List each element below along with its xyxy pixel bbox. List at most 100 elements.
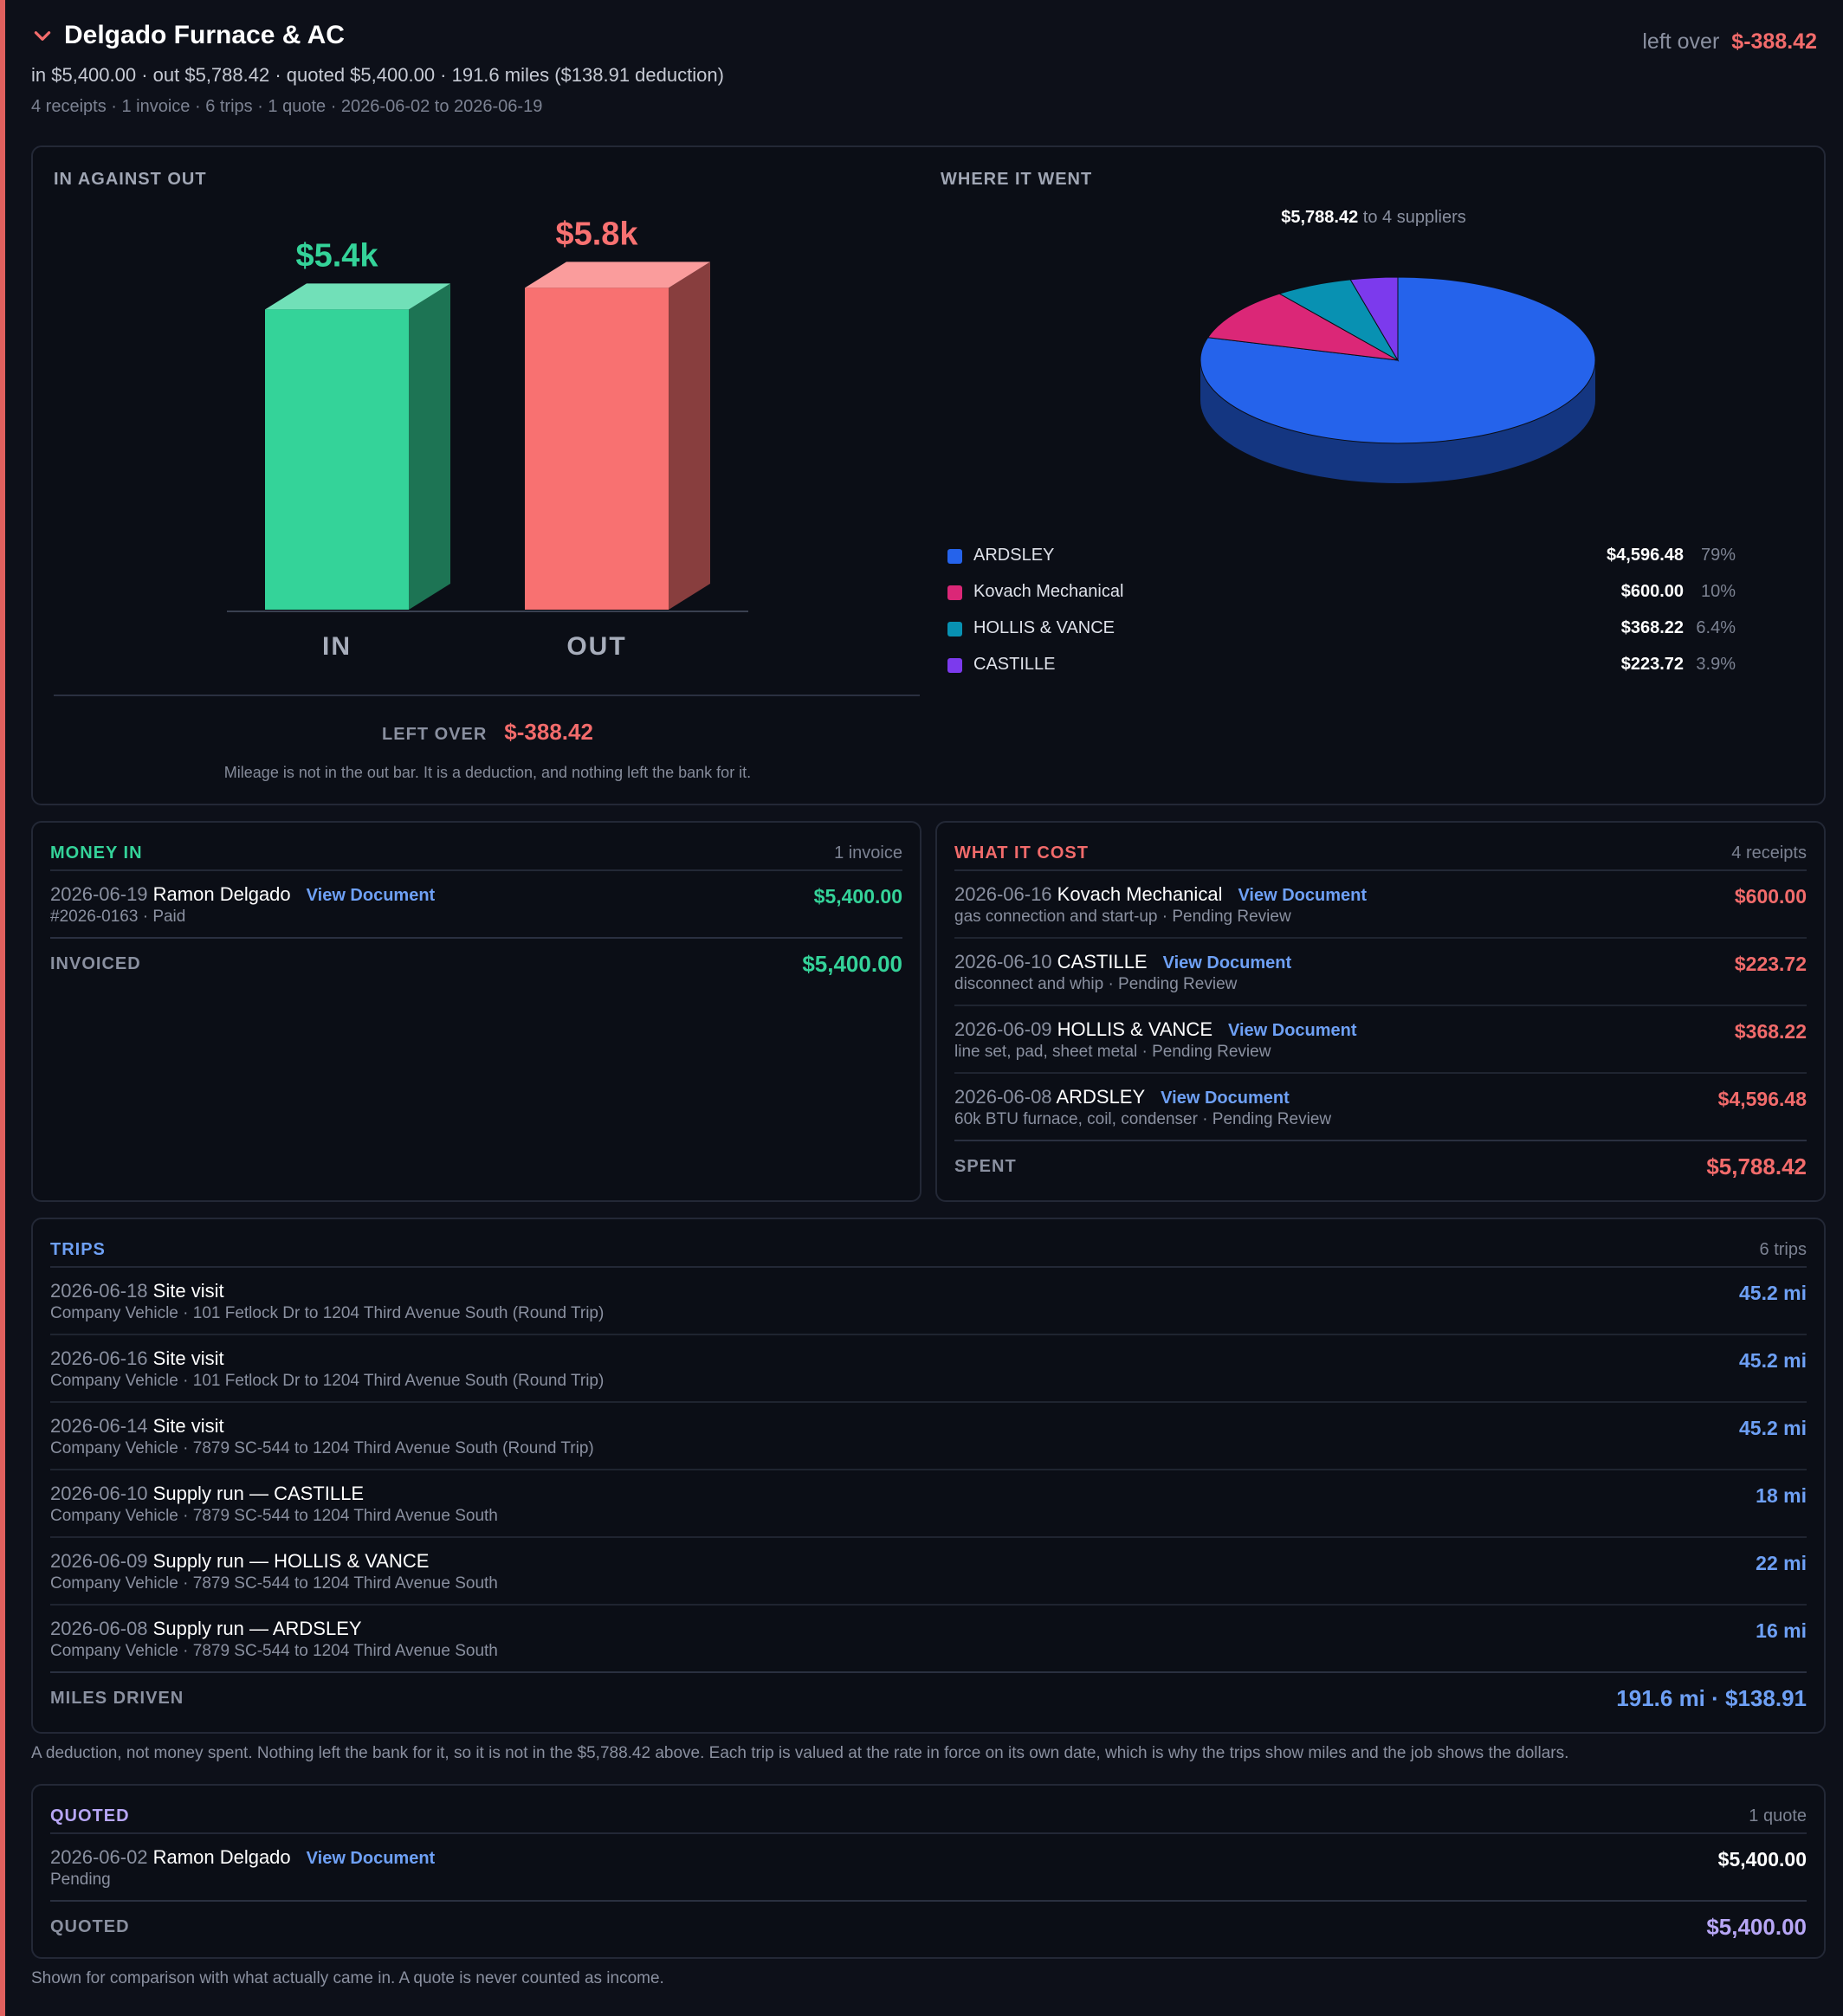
- trip-miles: 16 mi: [1756, 1619, 1807, 1642]
- left-over-label: left over: [1642, 29, 1720, 54]
- legend-item: HOLLIS & VANCE $368.22 6.4%: [947, 617, 1796, 653]
- view-document-link[interactable]: View Document: [306, 886, 436, 905]
- legend-item: ARDSLEY $4,596.48 79%: [947, 544, 1796, 580]
- legend-amount: $223.72: [1620, 655, 1684, 674]
- view-document-link[interactable]: View Document: [1162, 953, 1292, 972]
- row-name: ARDSLEY: [1056, 1086, 1146, 1108]
- row-date: 2026-06-02: [50, 1846, 148, 1868]
- trip-list: 2026-06-18 Site visit Company Vehicle · 1…: [50, 1268, 1807, 1671]
- job-header: Delgado Furnace & AC left over $-388.42 i…: [31, 21, 1817, 117]
- row-amount: $5,400.00: [813, 885, 902, 908]
- view-document-link[interactable]: View Document: [306, 1849, 436, 1868]
- pie-slice-side: [1200, 360, 1595, 483]
- trip-row: 2026-06-18 Site visit Company Vehicle · 1…: [50, 1268, 1807, 1334]
- bar-value-label: $5.8k: [555, 216, 638, 252]
- legend-label: ARDSLEY: [973, 546, 1055, 565]
- left-over-summary: left over $-388.42: [1642, 29, 1817, 55]
- row-name: Kovach Mechanical: [1057, 883, 1223, 905]
- spent-total-label: SPENT: [954, 1157, 1017, 1176]
- legend-percent: 10%: [1700, 582, 1736, 601]
- invoiced-total-row: INVOICED $5,400.00: [50, 937, 902, 985]
- bar-top: [525, 262, 710, 288]
- legend-swatch: [947, 658, 962, 673]
- table-row: 2026-06-16 Kovach Mechanical View Documen…: [954, 871, 1807, 937]
- row-detail: Company Vehicle · 7879 SC-544 to 1204 Th…: [50, 1642, 498, 1660]
- view-document-link[interactable]: View Document: [1228, 1021, 1357, 1040]
- row-name: HOLLIS & VANCE: [1057, 1018, 1212, 1040]
- bar-category-label: IN: [322, 632, 352, 661]
- chevron-down-icon[interactable]: [31, 24, 54, 47]
- money-in-count: 1 invoice: [834, 843, 902, 863]
- what-it-cost-heading: WHAT IT COST: [954, 843, 1089, 863]
- pie-slice-ardsley: [1200, 277, 1596, 444]
- row-amount: $368.22: [1734, 1020, 1807, 1043]
- row-detail: Company Vehicle · 101 Fetlock Dr to 1204…: [50, 1372, 605, 1390]
- pie-subtitle: $5,788.42 to 4 suppliers: [941, 208, 1807, 228]
- row-date: 2026-06-09: [954, 1018, 1052, 1040]
- pie-slice-kovach-mechanical: [1206, 293, 1399, 361]
- trip-row: 2026-06-09 Supply run — HOLLIS & VANCE Co…: [50, 1536, 1807, 1604]
- invoiced-total-label: INVOICED: [50, 954, 141, 973]
- chart-left-over-label: LEFT OVER: [382, 725, 488, 744]
- trip-row: 2026-06-14 Site visit Company Vehicle · 7…: [50, 1401, 1807, 1469]
- money-in-card: MONEY IN 1 invoice 2026-06-19 Ramon Delga…: [31, 821, 922, 1202]
- row-name: Supply run — HOLLIS & VANCE: [152, 1550, 430, 1572]
- row-detail: gas connection and start-up · Pending Re…: [954, 908, 1291, 926]
- legend-percent: 6.4%: [1696, 618, 1736, 637]
- bar-front: [265, 309, 409, 610]
- legend-amount: $368.22: [1620, 618, 1684, 637]
- trip-row: 2026-06-08 Supply run — ARDSLEY Company V…: [50, 1604, 1807, 1671]
- row-date: 2026-06-16: [50, 1347, 148, 1369]
- legend-item: CASTILLE $223.72 3.9%: [947, 653, 1796, 689]
- chart-divider: [54, 695, 920, 696]
- invoiced-total-value: $5,400.00: [802, 951, 902, 977]
- legend-amount: $4,596.48: [1607, 546, 1684, 565]
- legend-amount: $600.00: [1620, 582, 1684, 601]
- row-detail: 60k BTU furnace, coil, condenser · Pendi…: [954, 1110, 1332, 1128]
- trip-miles: 45.2 mi: [1739, 1349, 1807, 1372]
- trip-miles: 22 mi: [1756, 1552, 1807, 1574]
- what-it-cost-card: WHAT IT COST 4 receipts 2026-06-16 Kovach…: [935, 821, 1826, 1202]
- row-title-line: 2026-06-08 Supply run — ARDSLEY: [50, 1618, 362, 1640]
- trips-heading: TRIPS: [50, 1240, 106, 1259]
- row-title-line: 2026-06-02 Ramon Delgado View Document: [50, 1846, 435, 1869]
- in-out-bar-chart: $5.4k IN $5.8k OUT: [227, 216, 748, 661]
- job-title[interactable]: Delgado Furnace & AC: [64, 21, 345, 49]
- legend-percent: 3.9%: [1696, 655, 1736, 674]
- row-title-line: 2026-06-16 Site visit: [50, 1347, 224, 1370]
- trip-miles: 45.2 mi: [1739, 1282, 1807, 1304]
- row-date: 2026-06-16: [954, 883, 1052, 905]
- charts-card: IN AGAINST OUT WHERE IT WENT $5.4k IN $5.8…: [31, 145, 1826, 805]
- trip-row: 2026-06-16 Site visit Company Vehicle · 1…: [50, 1334, 1807, 1401]
- trips-count: 6 trips: [1759, 1240, 1807, 1259]
- table-row: 2026-06-09 HOLLIS & VANCE View Document li…: [954, 1005, 1807, 1072]
- row-date: 2026-06-10: [954, 951, 1052, 972]
- table-row: 2026-06-10 CASTILLE View Document disconne…: [954, 937, 1807, 1005]
- row-detail: Company Vehicle · 101 Fetlock Dr to 1204…: [50, 1304, 605, 1322]
- row-detail: #2026-0163 · Paid: [50, 908, 186, 926]
- table-row: 2026-06-19 Ramon Delgado View Document #20…: [50, 871, 902, 937]
- view-document-link[interactable]: View Document: [1238, 886, 1368, 905]
- row-title-line: 2026-06-08 ARDSLEY View Document: [954, 1086, 1290, 1108]
- legend-swatch: [947, 549, 962, 564]
- quoted-total-row: QUOTED $5,400.00: [50, 1900, 1807, 1948]
- quoted-card: QUOTED 1 quote 2026-06-02 Ramon Delgado Vi…: [31, 1784, 1826, 1959]
- what-it-cost-count: 4 receipts: [1731, 843, 1807, 863]
- quote-list: 2026-06-02 Ramon Delgado View Document Pen…: [50, 1834, 1807, 1900]
- legend-swatch: [947, 622, 962, 636]
- row-name: CASTILLE: [1057, 951, 1148, 972]
- job-meta: 4 receipts · 1 invoice · 6 trips · 1 quo…: [31, 97, 543, 116]
- quoted-heading: QUOTED: [50, 1806, 130, 1825]
- spent-total-row: SPENT $5,788.42: [954, 1140, 1807, 1188]
- bar-top: [265, 283, 450, 310]
- miles-total-label: MILES DRIVEN: [50, 1689, 184, 1708]
- legend-item: Kovach Mechanical $600.00 10%: [947, 580, 1796, 617]
- row-name: Supply run — ARDSLEY: [152, 1618, 362, 1639]
- miles-total-value: 191.6 mi · $138.91: [1616, 1685, 1807, 1711]
- row-detail: Company Vehicle · 7879 SC-544 to 1204 Th…: [50, 1574, 498, 1593]
- view-document-link[interactable]: View Document: [1161, 1089, 1290, 1108]
- row-detail: line set, pad, sheet metal · Pending Rev…: [954, 1043, 1271, 1061]
- table-row: 2026-06-02 Ramon Delgado View Document Pen…: [50, 1834, 1807, 1900]
- row-amount: $5,400.00: [1717, 1848, 1807, 1871]
